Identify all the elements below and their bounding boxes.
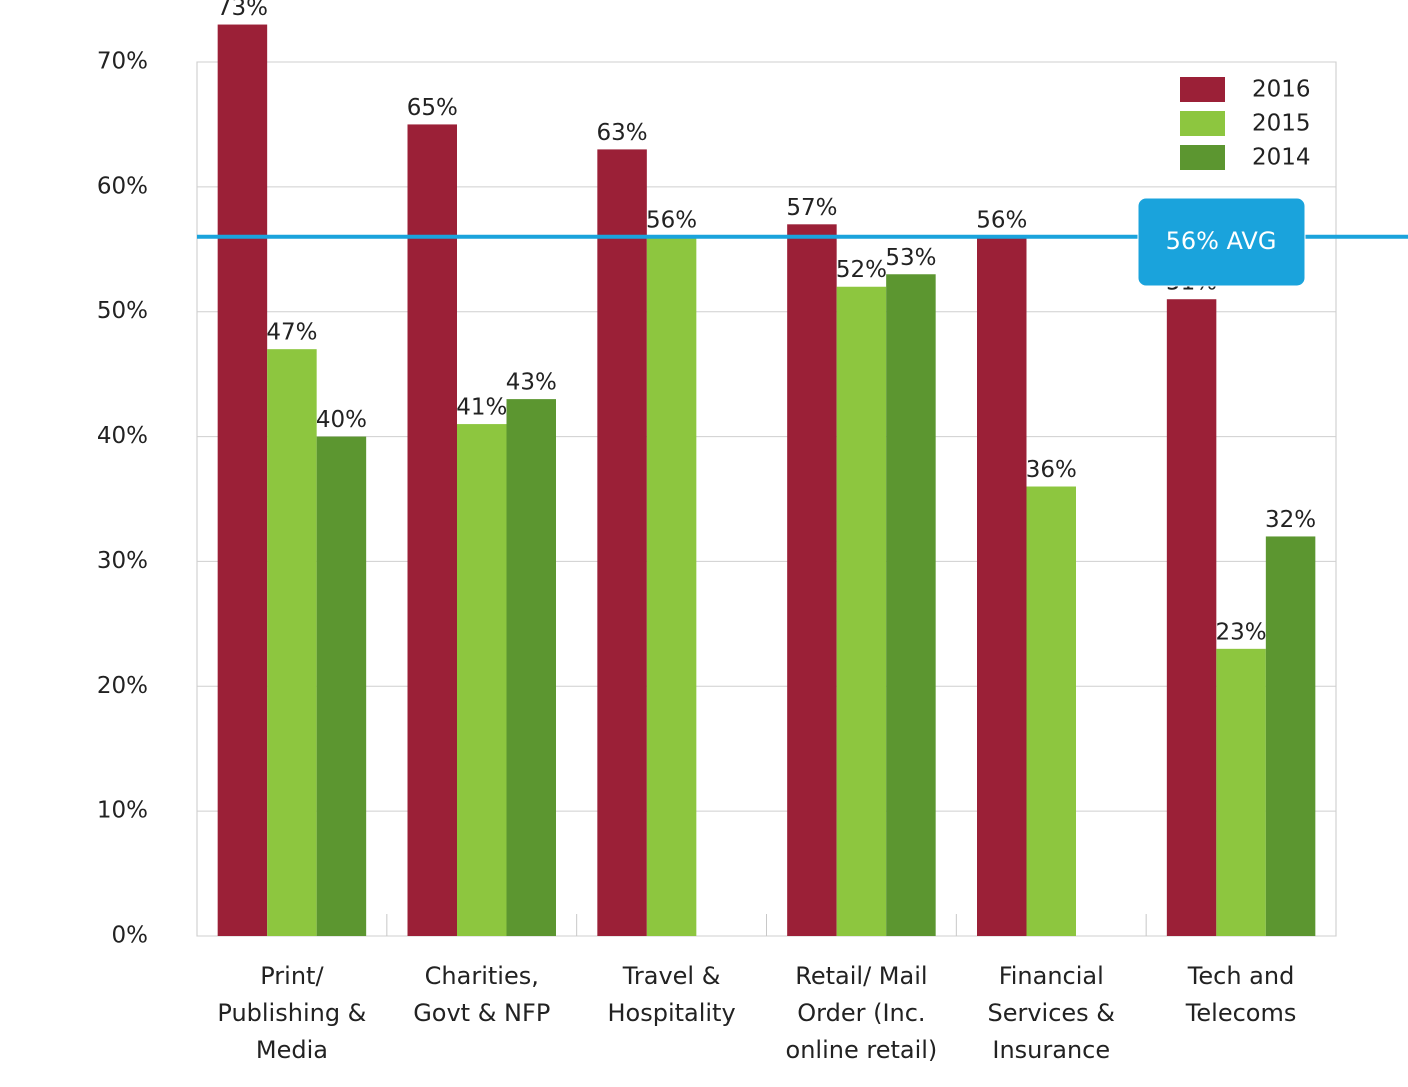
x-tick-label: Travel & Hospitality [607,962,736,1027]
bar [787,224,837,937]
bar [1026,486,1076,936]
bar [316,436,367,936]
data-label: 43% [506,370,557,396]
average-callout [1137,197,1306,287]
data-label: 36% [1026,457,1077,483]
x-tick-label: Tech and Telecoms [1185,962,1297,1027]
average-label: 56% AVG [1166,227,1277,255]
legend-label: 2015 [1252,111,1311,137]
y-tick-label: 40% [97,423,148,449]
bar [977,236,1027,937]
bar [1265,536,1316,936]
data-label: 63% [597,120,648,146]
data-label: 53% [885,245,936,271]
y-tick-label: 50% [97,298,148,324]
x-tick-label: Charities, Govt & NFP [413,962,551,1027]
plot-area [196,61,1337,937]
bar [886,274,936,936]
legend-swatch [1180,111,1225,136]
bar [1166,299,1217,936]
bar [646,236,697,937]
bar [597,149,647,936]
legend-label: 2014 [1252,145,1311,171]
y-tick-label: 0% [112,923,149,949]
bar [506,399,556,937]
bar [267,349,317,937]
data-label: 23% [1216,619,1267,645]
legend-swatch [1180,145,1225,170]
y-tick-label: 70% [97,49,148,75]
data-label: 47% [266,320,317,346]
data-label: 41% [456,395,507,421]
bar [1216,648,1266,936]
bar [217,24,268,937]
y-tick-label: 30% [97,548,148,574]
y-tick-label: 60% [97,173,148,199]
data-label: 65% [407,95,458,121]
legend-swatch [1180,77,1225,102]
x-tick-label: Print/ Publishing & Media [217,962,367,1064]
bar [457,424,507,936]
bar [836,286,887,936]
data-label: 40% [316,407,367,433]
data-label: 32% [1265,507,1316,533]
data-label: 56% [646,207,697,233]
bar [407,124,457,936]
legend-label: 2016 [1252,77,1311,103]
x-tick-label: Retail/ Mail Order (Inc. online retail) [785,962,938,1064]
data-label: 73% [217,0,268,21]
data-label: 56% [976,207,1027,233]
x-tick-label: Financial Services & Insurance [987,962,1116,1064]
data-label: 57% [786,195,837,221]
data-label: 52% [836,257,887,283]
y-tick-label: 10% [97,798,148,824]
y-tick-label: 20% [97,673,148,699]
